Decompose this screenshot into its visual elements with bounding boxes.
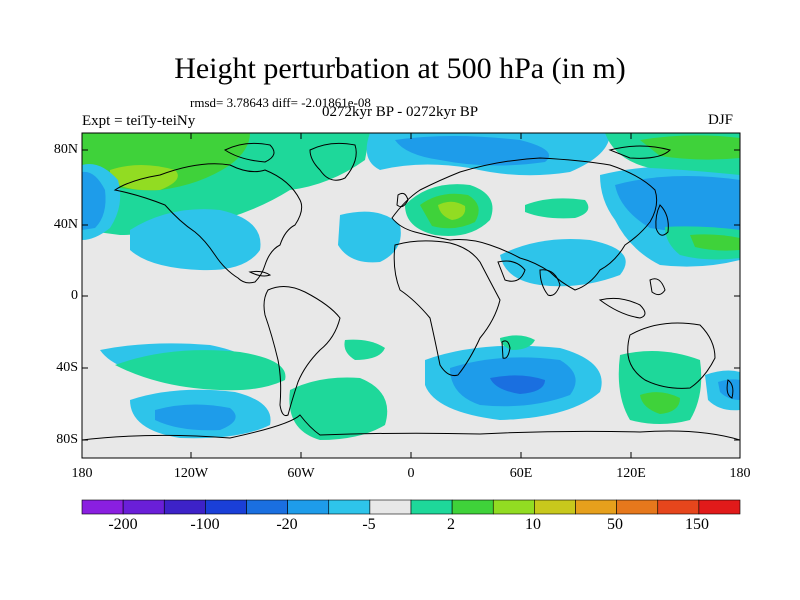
lon-label-120e: 120E <box>616 466 646 481</box>
coast-arctic-islands <box>224 142 275 163</box>
coastlines <box>82 142 740 441</box>
lat-label-40s: 40S <box>56 360 78 375</box>
coast-greenland <box>309 142 357 181</box>
colorbar-box <box>657 499 700 515</box>
lon-label-120w: 120W <box>173 466 209 481</box>
coast-madagascar <box>501 340 511 359</box>
coast-indonesia <box>598 297 646 319</box>
page-title: Height perturbation at 500 hPa (in m) <box>174 52 626 85</box>
colorbar-box <box>369 499 412 515</box>
contour-mid-blue-ne <box>615 176 740 233</box>
colorbar-box <box>163 499 206 515</box>
coast-british-isles <box>396 192 409 208</box>
colorbar-box <box>410 499 453 515</box>
contour-mid-blue-w <box>82 171 106 230</box>
height-contours <box>82 133 740 440</box>
contour-bright-green-saus <box>640 392 680 414</box>
colorbar-label-8: 150 <box>685 516 709 533</box>
lon-label-0: 0 <box>407 466 415 481</box>
lat-label-80s: 80S <box>56 432 78 447</box>
experiment-label: Expt = teiTy-teiNy <box>82 113 196 129</box>
coast-siberian-islands <box>608 145 671 159</box>
colorbar-box <box>246 499 288 515</box>
axis-ticks <box>82 133 740 458</box>
lat-label-80n: 80N <box>53 142 78 157</box>
contour-blue-sio <box>490 375 545 394</box>
colorbar-box <box>492 499 535 515</box>
lat-label-0: 0 <box>71 288 78 303</box>
coast-australia <box>627 322 716 389</box>
colorbar-box <box>328 499 371 515</box>
contour-yellow-green-europe <box>438 201 466 220</box>
contour-mid-blue-arctic <box>395 136 550 166</box>
colorbar-label-4: -5 <box>362 516 376 533</box>
colorbar-box <box>616 499 659 515</box>
coast-new-zealand <box>726 379 734 399</box>
colorbar-label-6: 10 <box>525 516 541 533</box>
season-label: DJF <box>708 112 734 128</box>
contour-green-spac <box>115 350 286 391</box>
contour-light-blue-natl <box>338 211 401 263</box>
contour-green-satl <box>289 377 388 440</box>
contour-mid-blue-se <box>718 379 740 400</box>
colorbar-box <box>81 499 124 515</box>
contour-mid-blue-so1 <box>155 404 236 431</box>
colorbar-box <box>451 499 494 515</box>
colorbar-box <box>205 499 247 515</box>
contour-green-saus <box>618 351 702 424</box>
colorbar-box <box>534 499 576 515</box>
coast-india <box>539 269 561 296</box>
colorbar-label-3: -20 <box>276 516 298 533</box>
colorbar-label-2: -100 <box>190 516 220 533</box>
lon-label-60w: 60W <box>287 466 315 481</box>
contour-bright-green-e <box>690 234 740 251</box>
colorbar-label-5: 2 <box>447 516 455 533</box>
period-subtitle: 0272kyr BP - 0272kyr BP <box>322 104 479 120</box>
colorbar-box <box>122 499 165 515</box>
coast-south-america <box>263 286 341 416</box>
lat-label-40n: 40N <box>53 217 78 232</box>
coast-philippines <box>649 278 666 296</box>
contour-light-blue-asia <box>500 239 626 287</box>
colorbar-box <box>287 499 330 515</box>
contour-green-satl-n <box>344 339 385 360</box>
contour-light-blue-npac <box>130 209 261 271</box>
colorbar-box <box>698 499 741 515</box>
coast-antarctica <box>82 414 740 441</box>
coast-caribbean <box>248 270 272 277</box>
lon-label-180e: 180 <box>729 466 751 481</box>
colorbar-label-7: 50 <box>607 516 623 533</box>
coast-north-america <box>113 163 303 284</box>
coast-arabia <box>497 260 526 282</box>
coast-eurasia <box>391 157 658 291</box>
contour-green-siberia <box>525 198 589 219</box>
lon-label-60e: 60E <box>509 466 533 481</box>
coast-africa <box>393 240 501 376</box>
lon-label-180w: 180 <box>71 466 93 481</box>
contour-green-sio-n <box>500 335 535 350</box>
map-plot-area <box>82 133 740 458</box>
colorbar-box <box>575 499 617 515</box>
rmsd-info: rmsd= 3.78643 diff= -2.01861e-08 <box>190 95 371 110</box>
coast-japan <box>655 204 669 236</box>
colorbar-label-1: -200 <box>108 516 138 533</box>
colorbar <box>81 499 741 515</box>
